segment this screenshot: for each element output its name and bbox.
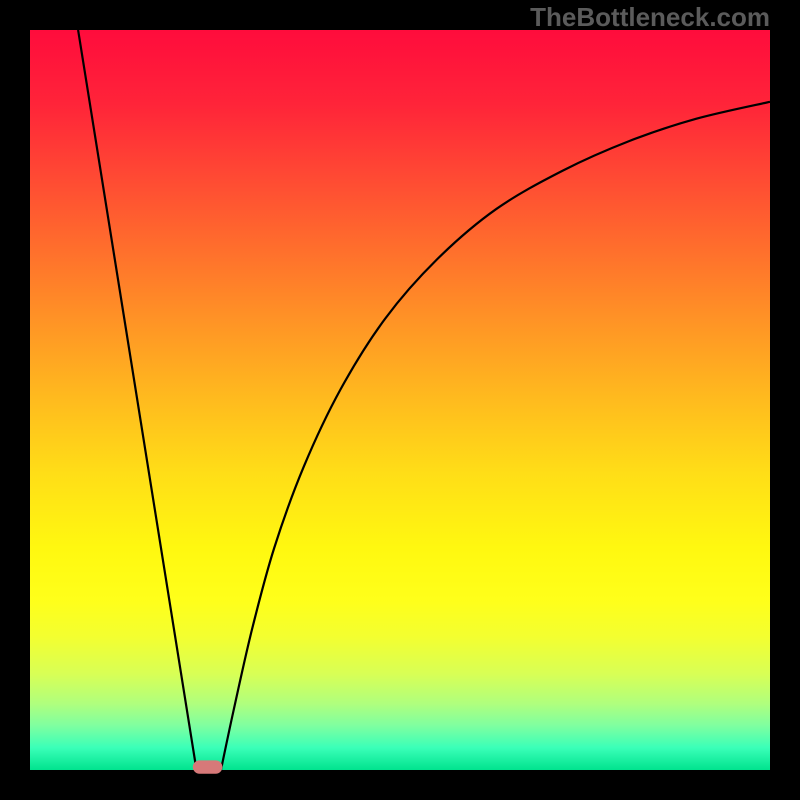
- watermark-text: TheBottleneck.com: [530, 2, 770, 33]
- optimal-marker: [193, 760, 223, 773]
- bottleneck-chart: [0, 0, 800, 800]
- chart-background: [30, 30, 770, 770]
